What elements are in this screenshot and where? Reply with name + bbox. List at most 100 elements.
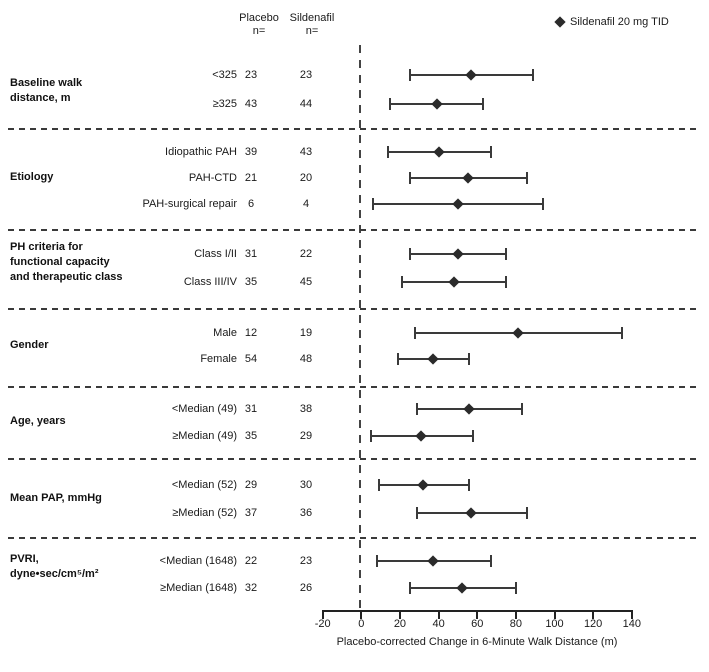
subgroup-label: ≥Median (49) [172, 430, 237, 442]
placebo-n-value: 35 [244, 430, 258, 442]
axis-tick [630, 612, 633, 619]
sildenafil-n-value: 22 [299, 248, 313, 260]
point-estimate-diamond [415, 430, 427, 442]
placebo-n-value: 37 [244, 507, 258, 519]
ci-cap-right [505, 276, 508, 288]
ci-cap-left [375, 555, 378, 567]
subgroup-label: <Median (52) [171, 479, 237, 491]
group-label: Mean PAP, mmHg [10, 492, 102, 504]
legend: Sildenafil 20 mg TID [554, 14, 669, 30]
group-separator [8, 128, 701, 130]
placebo-n-value: 12 [244, 327, 258, 339]
subgroup-label: PAH-surgical repair [142, 198, 237, 210]
subgroup-label: Male [213, 327, 237, 339]
group-separator [8, 229, 701, 231]
placebo-n-value: 43 [244, 98, 258, 110]
x-axis-line [321, 610, 633, 612]
ci-cap-right [541, 198, 544, 210]
group-label: Etiology [10, 171, 54, 183]
ci-cap-left [408, 248, 411, 260]
point-estimate-diamond [465, 69, 478, 81]
sildenafil-n-value: 20 [299, 172, 313, 184]
sildenafil-n-value: 30 [299, 479, 313, 491]
placebo-n-value: 35 [244, 276, 258, 288]
axis-tick [321, 612, 324, 619]
ci-cap-left [400, 276, 403, 288]
axis-tick-label: 100 [545, 618, 564, 630]
axis-tick [476, 612, 479, 619]
axis-tick-label: 20 [393, 618, 407, 630]
point-estimate-diamond [463, 403, 476, 415]
placebo-n-value: 32 [244, 582, 258, 594]
ci-cap-left [369, 430, 372, 442]
sildenafil-n-value: 26 [299, 582, 313, 594]
sildenafil-n-value: 44 [299, 98, 313, 110]
group-separator [8, 386, 701, 388]
subgroup-label: <Median (1648) [159, 555, 237, 567]
sildenafil-n-value: 4 [302, 198, 310, 210]
axis-tick [360, 612, 363, 619]
sildenafil-n-value: 38 [299, 403, 313, 415]
axis-tick-label: -20 [314, 618, 331, 630]
ci-cap-left [408, 172, 411, 184]
group-separator [8, 458, 701, 460]
subgroup-label: Class I/II [194, 248, 237, 260]
subgroup-label: Class III/IV [183, 276, 237, 288]
point-estimate-diamond [452, 198, 464, 210]
subgroup-label: ≥Median (1648) [160, 582, 237, 594]
point-estimate-diamond [448, 276, 460, 288]
ci-cap-left [416, 507, 419, 519]
sildenafil-n-value: 43 [299, 146, 313, 158]
ci-cap-right [482, 98, 485, 110]
subgroup-label: Female [200, 353, 237, 365]
ci-cap-left [408, 582, 411, 594]
group-label: PVRI, dyne•sec/cm⁵/m² [10, 553, 99, 580]
ci-cap-right [505, 248, 508, 260]
sildenafil-n-value: 19 [299, 327, 313, 339]
point-estimate-diamond [427, 555, 439, 567]
axis-tick-label: 40 [432, 618, 445, 630]
ci-cap-right [621, 327, 624, 339]
group-label: Age, years [10, 415, 66, 427]
point-estimate-diamond [427, 353, 439, 365]
placebo-n-value: 39 [244, 146, 258, 158]
ci-cap-right [472, 430, 475, 442]
sildenafil-n-value: 23 [299, 69, 313, 81]
group-label: Baseline walk distance, m [10, 77, 83, 104]
sildenafil-n-value: 45 [299, 276, 313, 288]
ci-cap-left [416, 403, 419, 415]
legend-label: Sildenafil 20 mg TID [570, 16, 669, 28]
axis-tick [398, 612, 401, 619]
subgroup-label: <325 [212, 69, 237, 81]
group-separator [8, 308, 701, 310]
placebo-n-value: 23 [244, 69, 258, 81]
ci-cap-right [489, 555, 492, 567]
subgroup-label: ≥325 [212, 98, 237, 110]
sildenafil-n-value: 36 [299, 507, 313, 519]
axis-tick [437, 612, 440, 619]
ci-cap-right [514, 582, 517, 594]
ci-cap-left [387, 146, 390, 158]
point-estimate-diamond [461, 172, 474, 184]
axis-tick-label: 60 [471, 618, 484, 630]
ci-cap-right [468, 353, 471, 365]
group-separator [8, 537, 701, 539]
ci-cap-left [414, 327, 417, 339]
axis-tick-label: 0 [358, 618, 365, 630]
point-estimate-diamond [512, 327, 524, 339]
ci-cap-right [532, 69, 535, 81]
ci-cap-right [520, 403, 523, 415]
subgroup-label: ≥Median (52) [172, 507, 237, 519]
axis-tick-label: 120 [583, 618, 603, 630]
ci-cap-right [526, 507, 529, 519]
x-axis-title: Placebo-corrected Change in 6-Minute Wal… [336, 636, 618, 648]
ci-cap-left [377, 479, 380, 491]
diamond-icon [554, 16, 566, 28]
placebo-n-value: 54 [244, 353, 258, 365]
group-label: Gender [10, 339, 49, 351]
axis-tick [553, 612, 556, 619]
sildenafil-n-value: 48 [299, 353, 313, 365]
placebo-column-header: Placebo n= [239, 12, 279, 37]
ci-cap-right [468, 479, 471, 491]
